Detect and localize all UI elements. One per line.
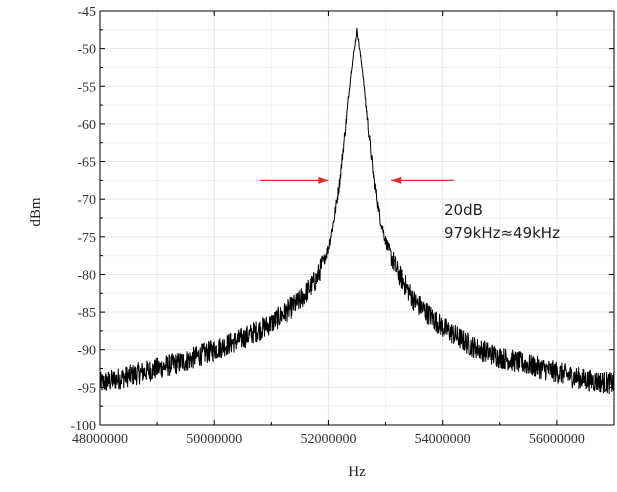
series-line (99, 27, 615, 394)
plot-frame (99, 10, 615, 426)
y-axis-ticks: -45 -50 -55 -60 -65 -70 -75 -80 -85 -90 -95 -100 (70, 5, 614, 434)
left-arrow-head (318, 176, 329, 184)
y-tick-label: -95 (77, 381, 96, 396)
y-axis-title: dBm (28, 197, 44, 227)
x-tick-label: 50000000 (186, 432, 242, 447)
y-tick-label: -45 (77, 5, 96, 20)
y-tick-label: -75 (77, 231, 96, 246)
y-tick-label: -70 (77, 193, 96, 208)
y-tick-label: -90 (77, 344, 96, 359)
x-tick-label: 54000000 (415, 432, 471, 447)
x-tick-label: 56000000 (529, 432, 585, 447)
y-tick-label: -80 (77, 268, 96, 283)
annotation-line-1: 20dB (444, 201, 483, 219)
y-tick-label: -55 (77, 80, 96, 95)
x-axis-ticks: 48000000 50000000 52000000 54000000 56000000 (72, 11, 585, 447)
y-tick-label: -100 (70, 419, 96, 434)
x-tick-label: 52000000 (300, 432, 356, 447)
y-tick-label: -85 (77, 306, 96, 321)
x-tick-label: 48000000 (72, 432, 128, 447)
y-tick-label: -65 (77, 156, 96, 171)
right-arrow-head (391, 176, 402, 184)
annotation-arrows (259, 176, 455, 184)
y-tick-label: -50 (77, 43, 96, 58)
x-axis-title: Hz (348, 464, 366, 480)
annotation-line-2: 979kHz≈49kHz (444, 224, 560, 242)
y-tick-label: -60 (77, 118, 96, 133)
